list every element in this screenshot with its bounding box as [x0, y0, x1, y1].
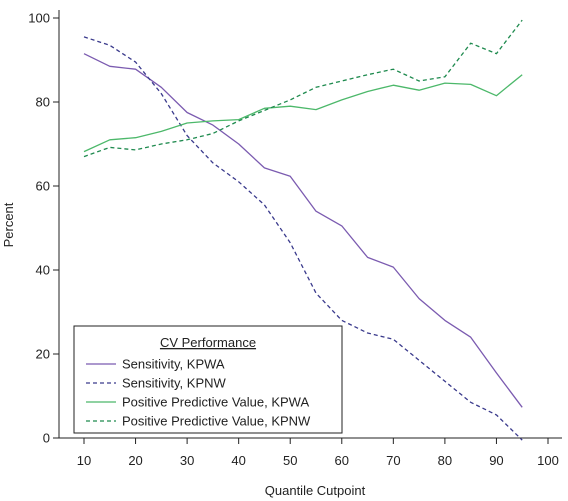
y-tick-label: 0 — [43, 431, 50, 446]
y-axis-title: Percent — [1, 202, 16, 247]
y-tick-label: 80 — [36, 95, 50, 110]
x-tick-label: 100 — [537, 453, 559, 468]
legend-label: Positive Predictive Value, KPNW — [122, 414, 311, 429]
legend-label: Sensitivity, KPWA — [122, 357, 225, 372]
x-axis-title: Quantile Cutpoint — [265, 483, 366, 498]
series-lines — [83, 19, 523, 441]
legend-label: Positive Predictive Value, KPWA — [122, 395, 309, 410]
y-tick-label: 60 — [36, 179, 50, 194]
x-tick-label: 40 — [231, 453, 245, 468]
legend-items: Sensitivity, KPWA Sensitivity, KPNW Positi… — [86, 357, 311, 429]
x-tick-label: 90 — [489, 453, 503, 468]
legend: CV Performance Sensitivity, KPWASensitiv… — [73, 325, 343, 434]
x-tick-label: 50 — [283, 453, 297, 468]
series-line-3 — [83, 74, 523, 153]
legend-label: Sensitivity, KPNW — [122, 376, 227, 391]
y-tick-label: 20 — [36, 347, 50, 362]
x-axis: 10 20 30 40 50 60 70 80 90 100 — [59, 437, 562, 468]
y-tick-label: 40 — [36, 263, 50, 278]
legend-title: CV Performance — [160, 335, 256, 350]
x-tick-label: 80 — [438, 453, 452, 468]
x-axis-ticks: 10 20 30 40 50 60 70 80 90 100 — [77, 438, 559, 468]
legend-box — [73, 325, 343, 434]
x-tick-label: 10 — [77, 453, 91, 468]
x-tick-label: 70 — [386, 453, 400, 468]
series-line-2 — [83, 36, 523, 441]
y-axis: 0 20 40 60 80 100 — [28, 10, 60, 446]
series-line-1 — [83, 53, 523, 408]
x-tick-label: 30 — [180, 453, 194, 468]
series-line-4 — [83, 19, 523, 158]
x-tick-label: 60 — [335, 453, 349, 468]
y-tick-label: 100 — [28, 11, 50, 26]
y-axis-ticks: 0 20 40 60 80 100 — [28, 11, 59, 446]
x-tick-label: 20 — [128, 453, 142, 468]
